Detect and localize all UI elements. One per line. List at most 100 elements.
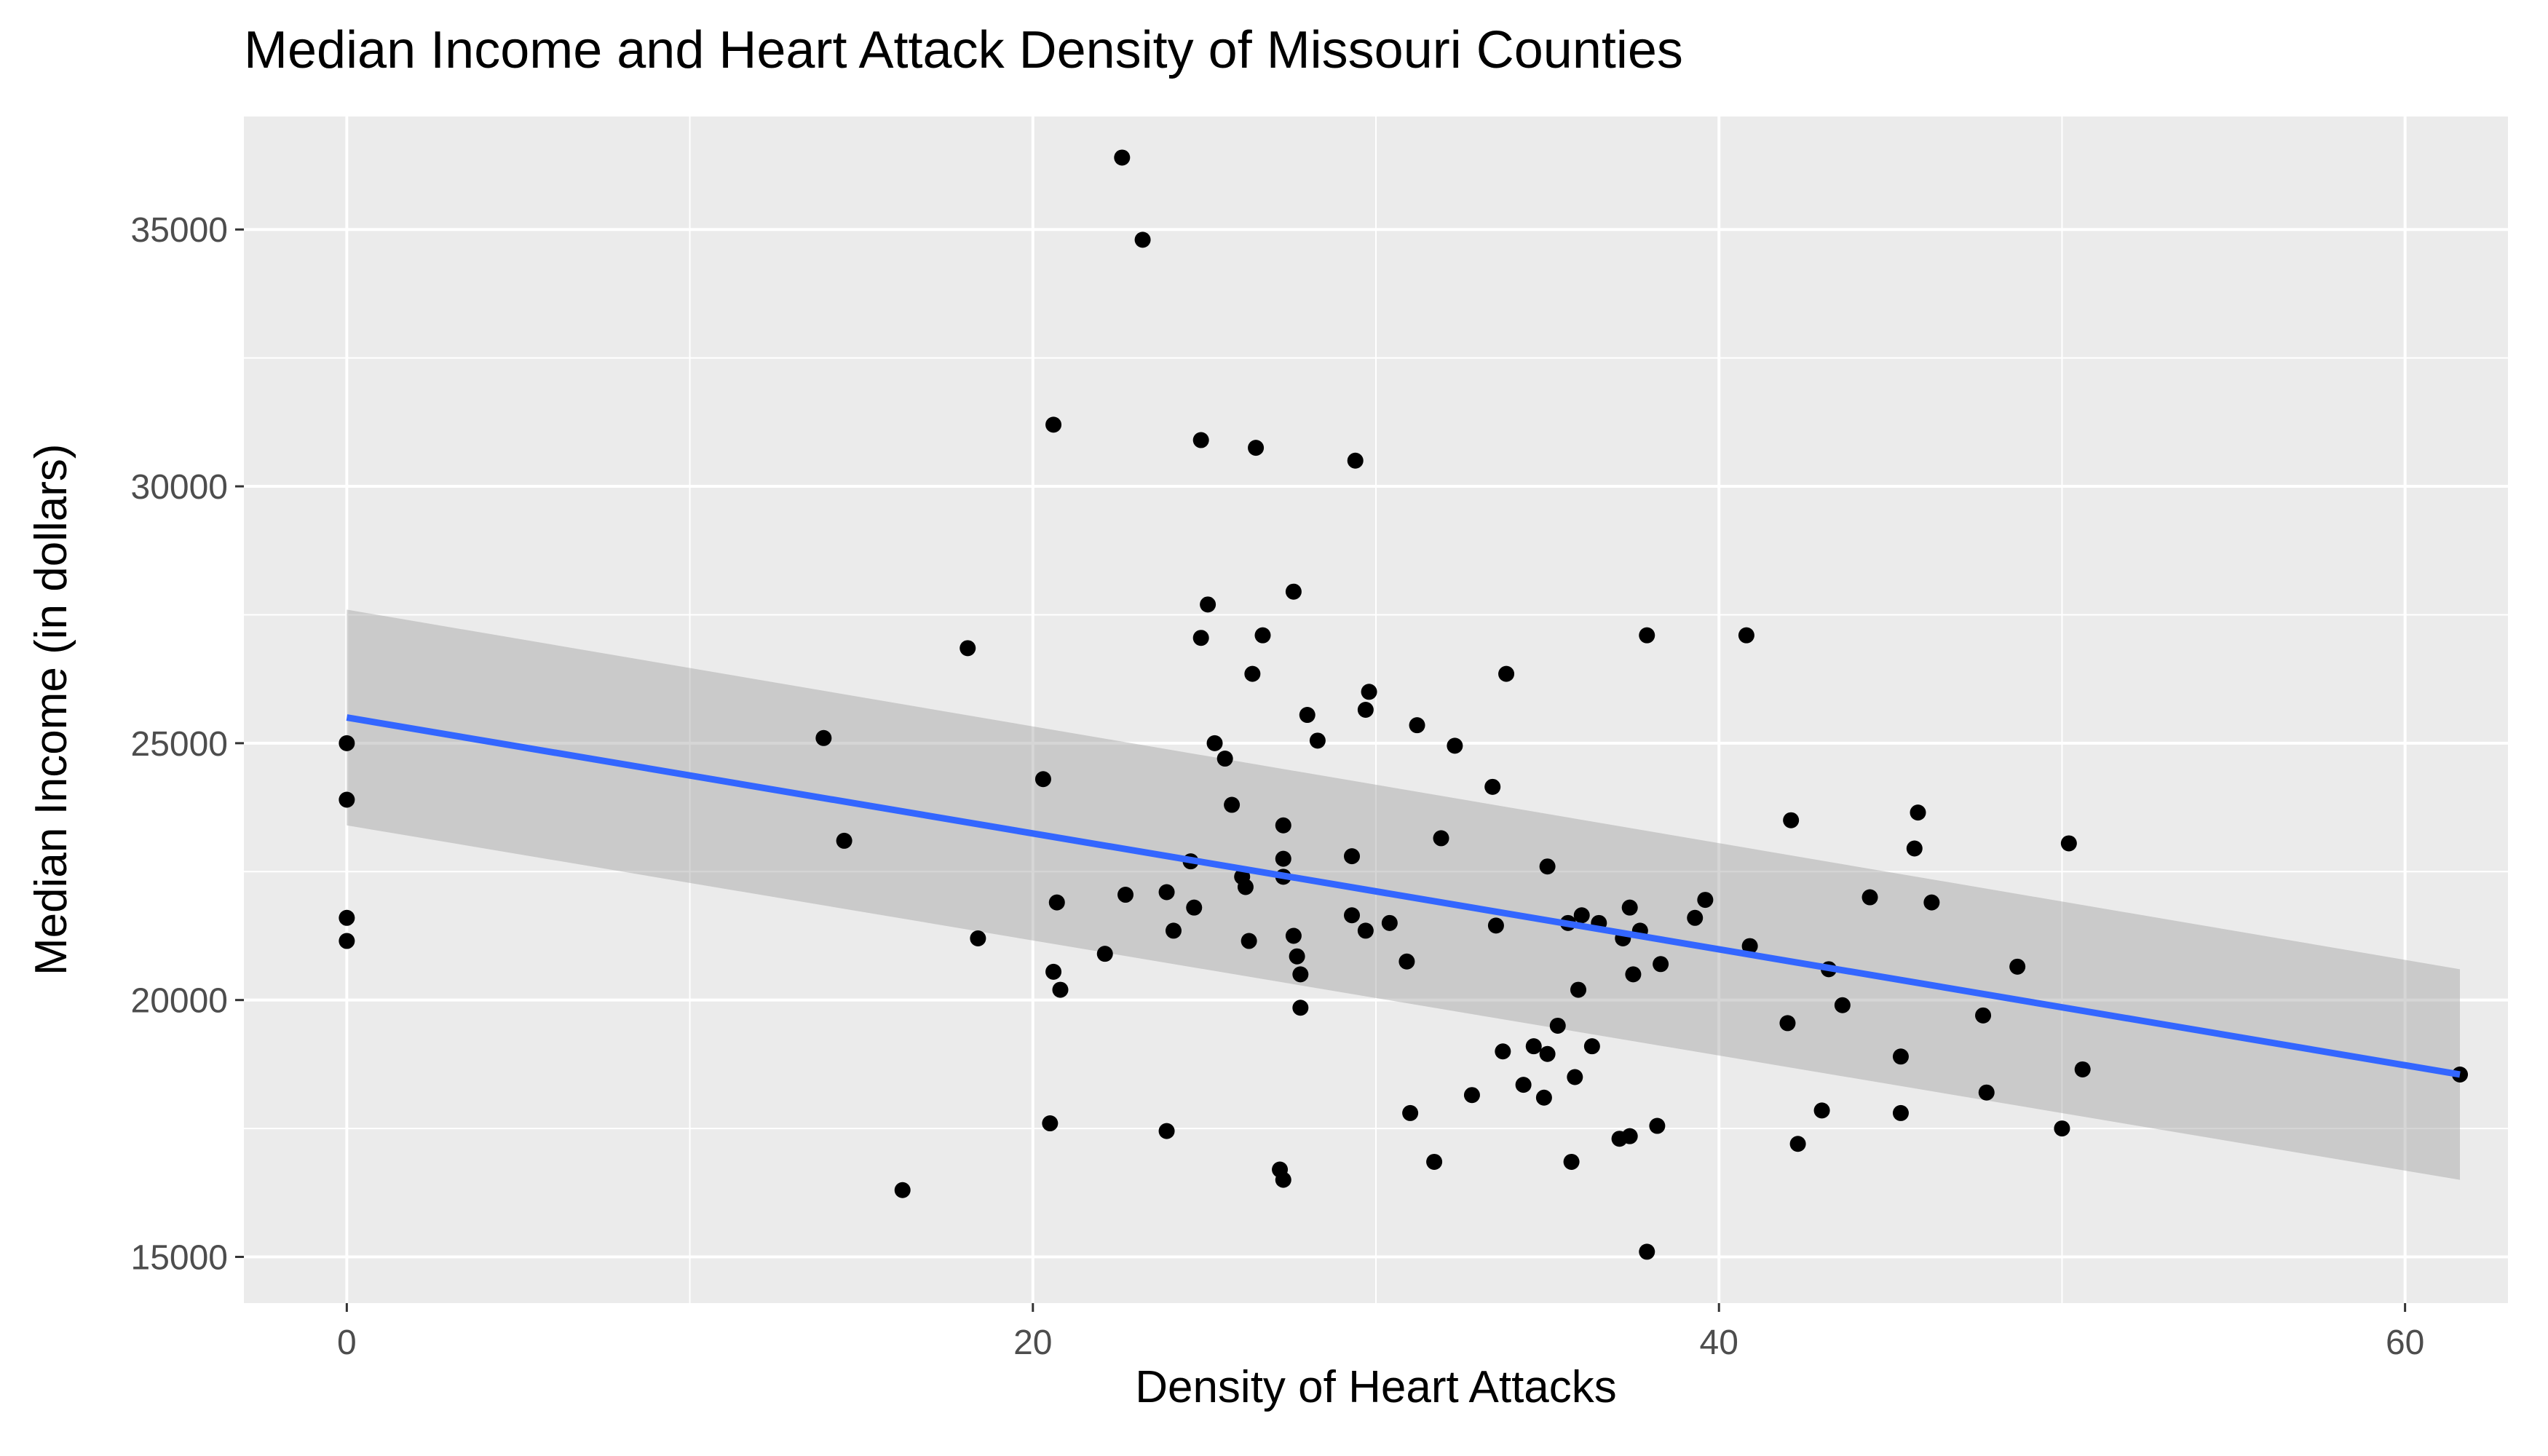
data-point <box>1426 1153 1443 1170</box>
data-point <box>2060 835 2077 852</box>
y-tick-label: 30000 <box>131 468 228 507</box>
data-point <box>1892 1104 1909 1121</box>
data-point <box>1117 887 1134 903</box>
data-point <box>1052 981 1069 998</box>
axis-ticks: 0 20 40 60 15000 20000 25000 30000 35000 <box>131 211 2425 1362</box>
data-point <box>1639 1243 1655 1260</box>
data-point <box>1096 946 1113 962</box>
data-point <box>1048 894 1065 911</box>
y-tick-label: 20000 <box>131 982 228 1021</box>
data-point <box>1697 892 1714 909</box>
data-point <box>1158 884 1175 901</box>
data-point <box>1158 1123 1175 1139</box>
data-point <box>1344 848 1361 865</box>
data-point <box>1813 1102 1830 1119</box>
x-tick-label: 60 <box>2386 1324 2424 1362</box>
x-tick-label: 20 <box>1013 1324 1052 1362</box>
x-tick-label: 0 <box>337 1324 357 1362</box>
data-point <box>1186 899 1203 916</box>
data-point <box>960 640 976 657</box>
data-point <box>1244 665 1261 682</box>
data-point <box>1549 1017 1566 1034</box>
data-point <box>1241 933 1257 949</box>
data-point <box>1347 452 1364 469</box>
data-point <box>1292 966 1309 983</box>
data-point <box>1357 702 1374 718</box>
data-points <box>339 149 2469 1260</box>
data-point <box>1114 149 1131 166</box>
trend-line-layer <box>346 714 2461 1078</box>
data-point <box>339 791 355 808</box>
data-point <box>339 933 355 949</box>
data-point <box>1433 830 1449 847</box>
data-point <box>339 735 355 751</box>
data-point <box>1447 737 1463 754</box>
data-point <box>1224 796 1241 813</box>
data-point <box>1045 416 1062 433</box>
data-point <box>1292 1000 1309 1016</box>
data-point <box>1621 1128 1638 1144</box>
data-point <box>1484 778 1501 795</box>
data-point <box>1539 858 1556 875</box>
data-point <box>1200 596 1216 613</box>
data-point <box>1783 812 1800 828</box>
chart-title: Median Income and Heart Attack Density o… <box>244 21 1683 79</box>
data-point <box>1344 907 1361 924</box>
data-point <box>894 1182 911 1198</box>
data-point <box>1621 899 1638 916</box>
trend-line <box>346 714 2461 1078</box>
data-point <box>1206 735 1223 751</box>
data-point <box>1573 907 1590 924</box>
data-point <box>815 729 832 746</box>
data-point <box>1834 997 1851 1013</box>
data-point <box>1923 894 1940 911</box>
data-point <box>1361 684 1377 700</box>
data-point <box>2054 1120 2070 1137</box>
data-point <box>1309 732 1326 749</box>
data-point <box>1738 627 1754 644</box>
data-point <box>1649 1117 1666 1134</box>
data-point <box>1398 953 1415 970</box>
data-point <box>1045 963 1062 980</box>
data-point <box>1535 1089 1552 1106</box>
data-point <box>2074 1061 2091 1077</box>
data-point <box>1539 1045 1556 1062</box>
data-point <box>1498 665 1515 682</box>
data-point <box>1254 627 1271 644</box>
data-point <box>1134 232 1151 248</box>
data-point <box>1034 771 1051 788</box>
data-point <box>1653 956 1669 973</box>
data-point <box>1861 889 1878 906</box>
y-tick-label: 15000 <box>131 1238 228 1277</box>
data-point <box>1285 583 1302 600</box>
grid-lines <box>244 116 2508 1303</box>
data-point <box>1487 917 1504 934</box>
y-axis-label: Median Income (in dollars) <box>26 443 76 976</box>
data-point <box>1237 879 1254 895</box>
data-point <box>1563 1153 1580 1170</box>
data-point <box>1639 627 1655 644</box>
data-point <box>1687 909 1704 926</box>
data-point <box>1289 948 1305 965</box>
data-point <box>2009 958 2026 975</box>
data-point <box>1495 1043 1511 1060</box>
data-point <box>1402 1104 1419 1121</box>
data-point <box>1570 981 1587 998</box>
y-tick-label: 25000 <box>131 725 228 764</box>
x-axis-label: Density of Heart Attacks <box>1135 1362 1617 1412</box>
data-point <box>1583 1038 1600 1055</box>
data-point <box>1216 751 1233 767</box>
data-point <box>1525 1038 1542 1055</box>
data-point <box>1299 707 1315 724</box>
x-tick-label: 40 <box>1700 1324 1738 1362</box>
data-point <box>1275 850 1291 867</box>
data-point <box>1275 1171 1291 1188</box>
data-point <box>1285 927 1302 944</box>
y-tick-label: 35000 <box>131 211 228 250</box>
data-point <box>1978 1084 1995 1101</box>
data-point <box>1165 922 1182 939</box>
data-point <box>836 832 852 849</box>
data-point <box>1409 717 1425 734</box>
